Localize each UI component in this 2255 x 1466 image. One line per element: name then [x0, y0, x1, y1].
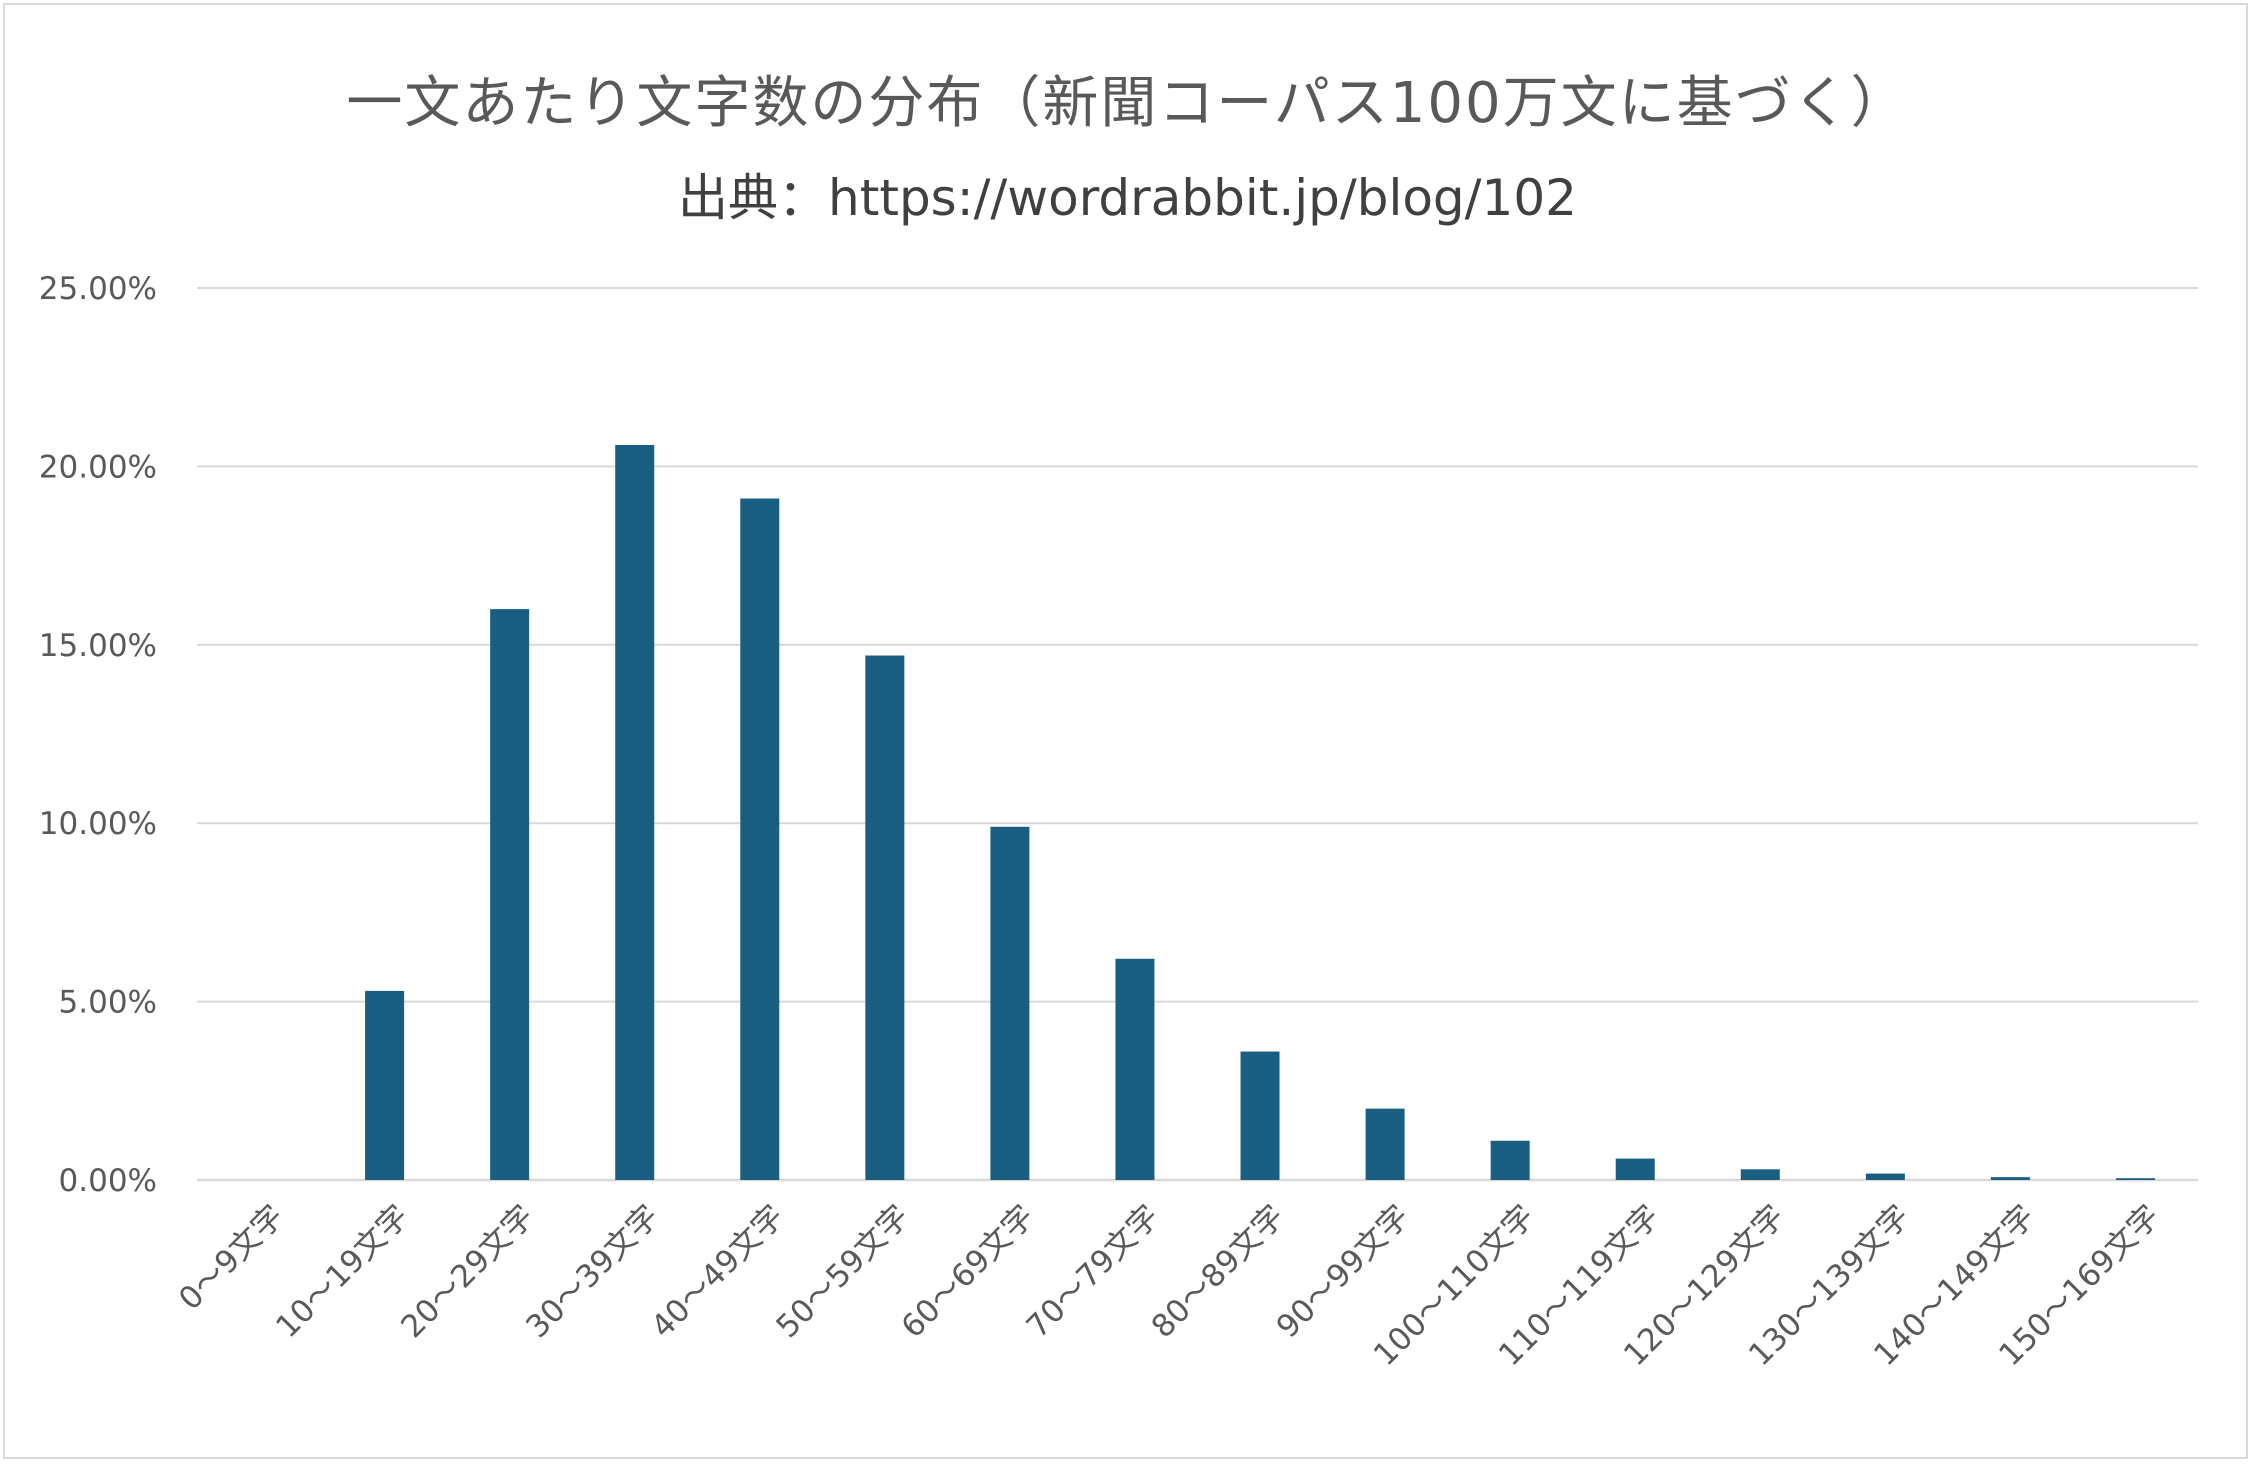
y-tick-label: 15.00% — [39, 628, 157, 664]
x-tick-label: 0〜9文字 — [172, 1198, 291, 1317]
bar — [1740, 1169, 1780, 1180]
bar — [490, 609, 530, 1180]
x-axis-ticks: 0〜9文字10〜19文字20〜29文字30〜39文字40〜49文字50〜59文字… — [172, 1198, 2167, 1373]
gridlines — [197, 287, 2198, 1182]
x-tick-label: 20〜29文字 — [394, 1198, 541, 1345]
bar — [990, 826, 1030, 1180]
y-tick-label: 25.00% — [39, 271, 157, 307]
y-tick-label: 20.00% — [39, 449, 157, 485]
bar — [1490, 1140, 1530, 1180]
x-tick-label: 50〜59文字 — [769, 1198, 916, 1345]
x-tick-label: 40〜49文字 — [644, 1198, 791, 1345]
bar — [1365, 1108, 1405, 1180]
y-tick-label: 5.00% — [59, 985, 157, 1021]
x-tick-label: 80〜89文字 — [1145, 1198, 1292, 1345]
chart-subtitle: 出典：https://wordrabbit.jp/blog/102 — [678, 169, 1577, 227]
x-tick-label: 70〜79文字 — [1020, 1198, 1167, 1345]
y-axis-ticks: 0.00% 5.00% 10.00% 15.00% 20.00% 25.00% — [39, 271, 157, 1199]
chart-frame — [3, 3, 2248, 1459]
bar — [1115, 958, 1155, 1180]
bar — [1865, 1173, 1905, 1180]
bar — [365, 990, 405, 1180]
y-tick-label: 10.00% — [39, 806, 157, 842]
bars — [365, 444, 2155, 1181]
bar — [1615, 1158, 1655, 1180]
x-tick-label: 30〜39文字 — [519, 1198, 666, 1345]
bar — [615, 444, 655, 1180]
x-tick-label: 60〜69文字 — [895, 1198, 1042, 1345]
bar — [2115, 1178, 2155, 1180]
bar — [740, 498, 780, 1181]
bar — [1990, 1177, 2030, 1180]
bar — [1240, 1051, 1280, 1180]
chart-title: 一文あたり文字数の分布（新聞コーパス100万文に基づく） — [346, 71, 1909, 136]
x-tick-label: 10〜19文字 — [269, 1198, 416, 1345]
y-tick-label: 0.00% — [59, 1163, 157, 1199]
bar — [865, 655, 905, 1180]
